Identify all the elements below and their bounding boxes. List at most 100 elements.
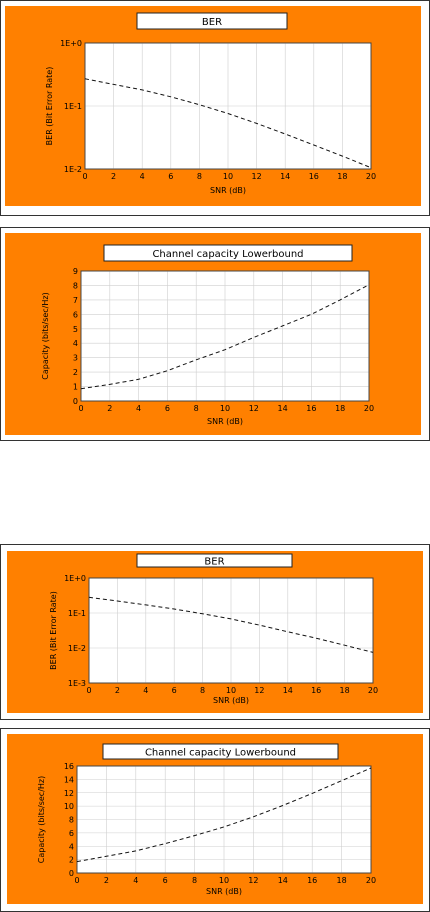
y-tick-label: 8 xyxy=(69,816,74,825)
y-tick-label: 4 xyxy=(69,842,74,851)
x-tick-label: 16 xyxy=(307,876,317,885)
y-tick-label: 1E-1 xyxy=(64,102,82,111)
x-tick-label: 12 xyxy=(254,686,264,695)
capacity-chart-2: Channel capacity Lowerbound 0 2 4 6 8 10 12 14 16… xyxy=(7,734,423,904)
x-tick-label: 8 xyxy=(194,404,199,413)
y-tick-label: 6 xyxy=(69,829,74,838)
x-tick-label: 6 xyxy=(168,172,173,181)
x-tick-label: 12 xyxy=(249,404,259,413)
plot-border xyxy=(76,765,372,874)
y-tick-label: 14 xyxy=(64,775,74,784)
chart-title: BER xyxy=(204,557,224,568)
y-tick-label: 1E+0 xyxy=(64,574,86,583)
y-axis-label: Capacity (bits/sec/Hz) xyxy=(41,292,50,379)
x-tick-label: 14 xyxy=(283,686,293,695)
series-line xyxy=(88,596,374,653)
ber-chart-1: BER 0 2 4 6 8 10 12 14 16 18 20 1E-2 1E-1 1E+0 SNR (dB)… xyxy=(5,6,421,206)
x-axis-label: SNR (dB) xyxy=(206,887,242,896)
y-tick-label: 4 xyxy=(73,339,78,348)
x-tick-label: 16 xyxy=(311,686,321,695)
y-tick-label: 0 xyxy=(69,869,74,878)
x-tick-label: 10 xyxy=(223,172,233,181)
x-tick-label: 2 xyxy=(104,876,109,885)
series-line xyxy=(80,284,370,390)
y-tick-label: 1E-2 xyxy=(68,644,86,653)
x-tick-label: 6 xyxy=(165,404,170,413)
ber-panel-2: BER 0 2 4 6 8 10 12 14 16 18 20 1E-3 1E-2 1E-1 1E+0 SNR … xyxy=(0,544,430,720)
x-tick-label: 8 xyxy=(192,876,197,885)
x-tick-label: 6 xyxy=(172,686,177,695)
x-tick-label: 16 xyxy=(306,404,316,413)
chart-title-box xyxy=(102,743,339,760)
capacity-panel-2: Channel capacity Lowerbound 0 2 4 6 8 10 12 14 16… xyxy=(0,728,430,912)
x-tick-label: 2 xyxy=(115,686,120,695)
chart-title: Channel capacity Lowerbound xyxy=(152,249,303,260)
x-tick-label: 4 xyxy=(140,172,145,181)
chart-title: Channel capacity Lowerbound xyxy=(145,748,296,759)
x-tick-label: 4 xyxy=(136,404,141,413)
x-tick-label: 18 xyxy=(340,686,350,695)
plot-border xyxy=(80,270,370,402)
y-tick-label: 9 xyxy=(73,267,78,276)
y-axis-label: BER (Bit Error Rate) xyxy=(45,67,54,146)
x-tick-label: 20 xyxy=(366,876,376,885)
y-tick-label: 16 xyxy=(64,762,74,771)
x-tick-label: 2 xyxy=(107,404,112,413)
x-tick-label: 20 xyxy=(366,172,376,181)
chart-title-box xyxy=(103,244,353,262)
x-tick-label: 4 xyxy=(143,686,148,695)
x-tick-label: 10 xyxy=(220,404,230,413)
x-tick-label: 4 xyxy=(133,876,138,885)
x-tick-label: 18 xyxy=(337,172,347,181)
y-tick-label: 0 xyxy=(73,397,78,406)
y-tick-label: 5 xyxy=(73,325,78,334)
x-axis-label: SNR (dB) xyxy=(213,696,249,705)
y-tick-label: 1E+0 xyxy=(60,39,82,48)
x-tick-label: 10 xyxy=(226,686,236,695)
ber-chart-2: BER 0 2 4 6 8 10 12 14 16 18 20 1E-3 1E-2 1E-1 1E+0 SNR … xyxy=(7,551,423,713)
y-tick-label: 8 xyxy=(73,281,78,290)
x-tick-label: 12 xyxy=(248,876,258,885)
series-line xyxy=(76,767,372,863)
x-tick-label: 10 xyxy=(219,876,229,885)
x-tick-label: 12 xyxy=(252,172,262,181)
plot-border xyxy=(84,42,372,170)
x-tick-label: 8 xyxy=(197,172,202,181)
x-tick-label: 18 xyxy=(335,404,345,413)
x-tick-label: 16 xyxy=(309,172,319,181)
x-axis-label: SNR (dB) xyxy=(207,417,243,426)
chart-title-box xyxy=(136,553,293,568)
chart-title-box xyxy=(136,12,288,30)
y-tick-label: 12 xyxy=(64,789,74,798)
y-axis-label: Capacity (bits/sec/Hz) xyxy=(37,776,46,863)
y-tick-label: 2 xyxy=(69,856,74,865)
y-axis-label: BER (Bit Error Rate) xyxy=(49,591,58,670)
x-axis-label: SNR (dB) xyxy=(210,186,246,195)
ber-panel-1: BER 0 2 4 6 8 10 12 14 16 18 20 1E-2 1E-1 1E+0 SNR (dB)… xyxy=(0,0,430,216)
y-tick-label: 1E-3 xyxy=(68,679,86,688)
x-tick-label: 18 xyxy=(337,876,347,885)
x-tick-label: 20 xyxy=(368,686,378,695)
x-tick-label: 14 xyxy=(280,172,290,181)
x-tick-label: 6 xyxy=(163,876,168,885)
x-tick-label: 14 xyxy=(278,404,288,413)
plot-border xyxy=(88,577,374,684)
x-tick-label: 0 xyxy=(74,876,79,885)
x-tick-label: 0 xyxy=(86,686,91,695)
y-tick-label: 10 xyxy=(64,802,74,811)
y-tick-label: 7 xyxy=(73,296,78,305)
capacity-panel-1: Channel capacity Lowerbound 0 2 4 6 8 10 12 14 16… xyxy=(0,227,430,441)
series-line xyxy=(84,78,372,169)
y-tick-label: 6 xyxy=(73,310,78,319)
x-tick-label: 14 xyxy=(278,876,288,885)
x-tick-label: 20 xyxy=(364,404,374,413)
chart-title: BER xyxy=(202,17,222,28)
x-tick-label: 0 xyxy=(82,172,87,181)
y-tick-label: 1E-1 xyxy=(68,609,86,618)
y-tick-label: 3 xyxy=(73,354,78,363)
x-tick-label: 0 xyxy=(78,404,83,413)
y-tick-label: 1E-2 xyxy=(64,165,82,174)
x-tick-label: 8 xyxy=(200,686,205,695)
y-tick-label: 1 xyxy=(73,383,78,392)
